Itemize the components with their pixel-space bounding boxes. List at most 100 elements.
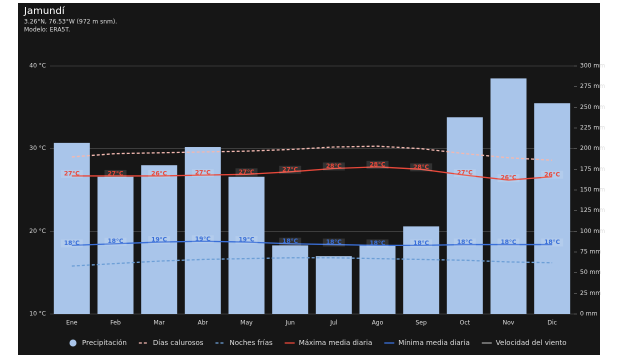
data-label: 27°C	[239, 169, 255, 176]
bar	[359, 245, 396, 314]
label-box	[191, 235, 214, 244]
data-label: 26°C	[544, 171, 560, 178]
data-label: 26°C	[501, 175, 517, 182]
data-label: 19°C	[239, 237, 255, 244]
label-box	[366, 239, 389, 248]
subtitle: 3.26°N, 76.53°W (972 m snm).	[24, 19, 117, 26]
data-label: 27°C	[64, 170, 80, 177]
y2-tick-label: 25 mm	[580, 290, 601, 297]
bar	[490, 78, 527, 315]
data-label: 18°C	[544, 239, 560, 246]
label-box	[410, 239, 433, 248]
y-tick-label: 30 °C	[29, 145, 46, 152]
legend-swatch	[69, 339, 77, 347]
x-tick-label: Nov	[503, 320, 515, 327]
data-label: 27°C	[282, 166, 298, 173]
x-tick-label: Mar	[154, 320, 166, 327]
bar	[403, 226, 440, 314]
y2-tick-label: 300 mm	[580, 63, 605, 70]
y2-tick-label: 250 mm	[580, 104, 605, 111]
y2-tick-label: 50 mm	[580, 269, 601, 276]
line	[71, 240, 553, 247]
data-label: 18°C	[108, 238, 124, 245]
data-label: 19°C	[195, 236, 211, 243]
x-tick-label: Abr	[198, 320, 209, 327]
y2-tick-label: 75 mm	[580, 249, 601, 256]
data-label: 28°C	[413, 164, 429, 171]
x-tick-label: Jun	[284, 320, 295, 327]
label-box	[453, 169, 476, 178]
label-box	[322, 162, 345, 171]
label-box	[235, 168, 258, 177]
x-tick-label: Feb	[110, 320, 121, 327]
data-label: 27°C	[195, 170, 211, 177]
label-box	[366, 160, 389, 169]
data-label: 18°C	[501, 239, 517, 246]
label-box	[541, 170, 564, 179]
label-box	[60, 239, 83, 248]
label-box	[279, 237, 302, 246]
y2-tick-label: 150 mm	[580, 187, 605, 194]
data-label: 19°C	[151, 237, 167, 244]
y2-tick-label: 225 mm	[580, 125, 605, 132]
bar	[141, 165, 178, 314]
data-label: 18°C	[370, 240, 386, 247]
data-label: 28°C	[326, 163, 342, 170]
line	[71, 145, 553, 161]
label-box	[279, 165, 302, 174]
y-tick-label: 40 °C	[29, 63, 46, 70]
y2-tick-label: 200 mm	[580, 145, 605, 152]
x-tick-label: Jul	[329, 320, 338, 327]
x-tick-label: Ago	[372, 320, 384, 327]
y-tick-label: 20 °C	[29, 228, 46, 235]
x-tick-label: May	[240, 320, 253, 327]
bar	[534, 103, 571, 314]
label-box	[541, 238, 564, 247]
legend-label: Mínima media diaria	[398, 339, 470, 347]
note: Modelo: ERA5T.	[24, 27, 70, 34]
bar	[272, 245, 309, 314]
label-box	[104, 169, 127, 178]
data-label: 18°C	[413, 240, 429, 247]
x-tick-label: Dic	[547, 320, 557, 327]
label-box	[148, 169, 171, 178]
x-tick-label: Oct	[460, 320, 471, 327]
data-label: 18°C	[64, 240, 80, 247]
bar	[228, 176, 265, 314]
label-box	[497, 238, 520, 247]
bar	[53, 142, 90, 314]
data-label: 27°C	[108, 170, 124, 177]
label-box	[410, 163, 433, 172]
legend-label: Noches frías	[229, 339, 273, 347]
data-label: 28°C	[370, 161, 386, 168]
data-label: 18°C	[282, 238, 298, 245]
label-box	[453, 238, 476, 247]
line	[71, 166, 553, 181]
label-box	[497, 174, 520, 183]
chart-title: Jamundí	[23, 5, 66, 17]
y2-tick-label: 125 mm	[580, 207, 605, 214]
y-tick-label: 10 °C	[29, 311, 46, 318]
bar	[446, 117, 483, 315]
label-box	[104, 237, 127, 246]
label-box	[322, 238, 345, 247]
bar	[315, 256, 352, 314]
y2-tick-label: 100 mm	[580, 228, 605, 235]
data-label: 18°C	[326, 239, 342, 246]
y2-tick-label: 275 mm	[580, 83, 605, 90]
x-tick-label: Ene	[66, 320, 78, 327]
line	[71, 257, 553, 267]
y2-tick-label: 0 mm	[580, 311, 598, 318]
data-label: 26°C	[151, 170, 167, 177]
label-box	[191, 169, 214, 178]
bar	[97, 176, 134, 314]
legend-label: Precipitación	[82, 339, 127, 347]
y2-tick-label: 175 mm	[580, 166, 605, 173]
legend-label: Máxima media diaria	[299, 339, 373, 347]
legend-label: Velocidad del viento	[496, 339, 567, 347]
label-box	[235, 236, 258, 245]
label-box	[60, 169, 83, 178]
legend-label: Días calurosos	[153, 339, 204, 347]
x-tick-label: Sep	[416, 320, 428, 327]
